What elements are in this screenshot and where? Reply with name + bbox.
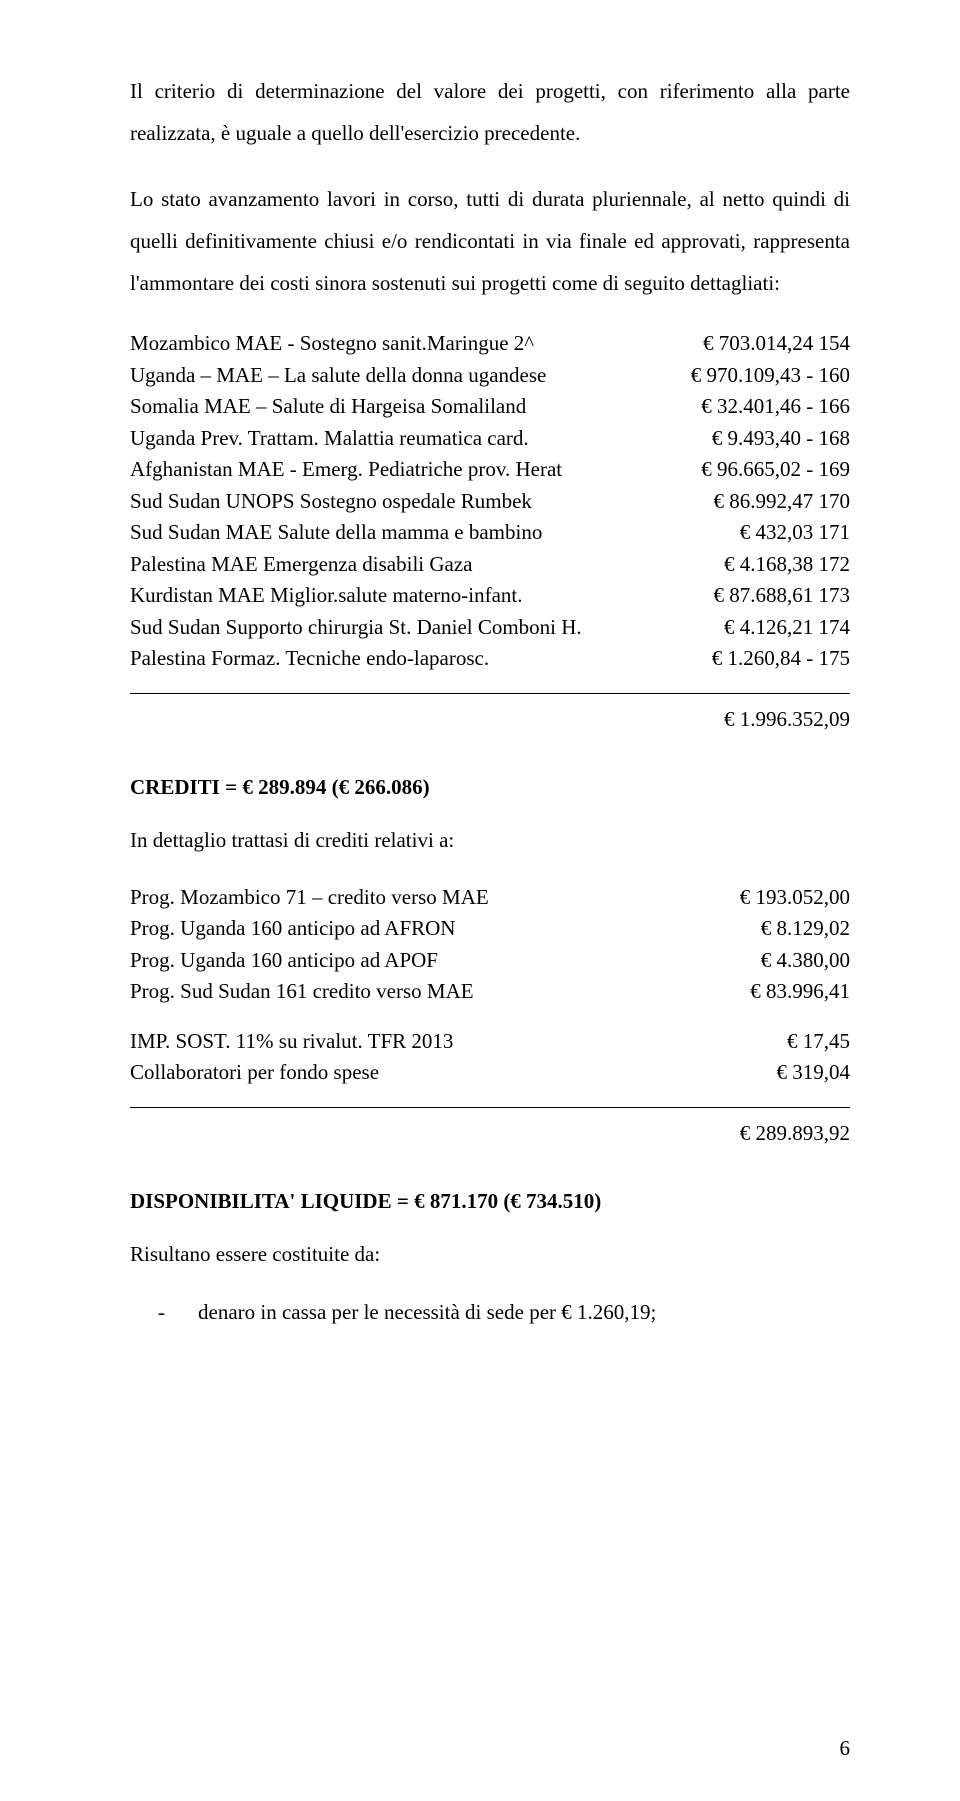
project-value: € 9.493,40 - 168 <box>712 423 850 455</box>
bullet-dash-icon: - <box>130 1296 198 1330</box>
crediti-value: € 8.129,02 <box>761 913 850 945</box>
project-value: € 4.126,21 174 <box>724 612 850 644</box>
project-row: Sud Sudan UNOPS Sostegno ospedale Rumbek… <box>130 486 850 518</box>
project-label: Sud Sudan Supporto chirurgia St. Daniel … <box>130 612 724 644</box>
divider <box>130 693 850 694</box>
project-label: Kurdistan MAE Miglior.salute materno-inf… <box>130 580 714 612</box>
project-value: € 703.014,24 154 <box>703 328 850 360</box>
crediti-extra-value: € 319,04 <box>777 1057 851 1089</box>
liquid-intro: Risultano essere costituite da: <box>130 1236 850 1274</box>
project-label: Somalia MAE – Salute di Hargeisa Somalil… <box>130 391 701 423</box>
project-label: Uganda – MAE – La salute della donna uga… <box>130 360 691 392</box>
crediti-extra-value: € 17,45 <box>787 1026 850 1058</box>
crediti-total: € 289.893,92 <box>130 1118 850 1150</box>
crediti-extra-label: IMP. SOST. 11% su rivalut. TFR 2013 <box>130 1026 787 1058</box>
crediti-title: CREDITI = € 289.894 (€ 266.086) <box>130 775 850 800</box>
project-label: Palestina Formaz. Tecniche endo-laparosc… <box>130 643 712 675</box>
crediti-label: Prog. Uganda 160 anticipo ad APOF <box>130 945 761 977</box>
project-value: € 1.260,84 - 175 <box>712 643 850 675</box>
crediti-row: Prog. Mozambico 71 – credito verso MAE €… <box>130 882 850 914</box>
project-label: Mozambico MAE - Sostegno sanit.Maringue … <box>130 328 703 360</box>
crediti-row: Prog. Sud Sudan 161 credito verso MAE € … <box>130 976 850 1008</box>
project-row: Sud Sudan MAE Salute della mamma e bambi… <box>130 517 850 549</box>
project-label: Sud Sudan MAE Salute della mamma e bambi… <box>130 517 740 549</box>
intro-paragraph-1: Il criterio di determinazione del valore… <box>130 70 850 154</box>
divider <box>130 1107 850 1108</box>
intro-paragraph-2: Lo stato avanzamento lavori in corso, tu… <box>130 178 850 304</box>
crediti-total-value: € 289.893,92 <box>740 1118 850 1150</box>
crediti-value: € 193.052,00 <box>740 882 850 914</box>
project-row: Somalia MAE – Salute di Hargeisa Somalil… <box>130 391 850 423</box>
project-label: Uganda Prev. Trattam. Malattia reumatica… <box>130 423 712 455</box>
crediti-extra-row: Collaboratori per fondo spese € 319,04 <box>130 1057 850 1089</box>
crediti-label: Prog. Uganda 160 anticipo ad AFRON <box>130 913 761 945</box>
projects-total: € 1.996.352,09 <box>130 704 850 736</box>
liquid-bullet-row: - denaro in cassa per le necessità di se… <box>130 1296 850 1330</box>
crediti-row: Prog. Uganda 160 anticipo ad AFRON € 8.1… <box>130 913 850 945</box>
project-value: € 4.168,38 172 <box>724 549 850 581</box>
project-label: Palestina MAE Emergenza disabili Gaza <box>130 549 724 581</box>
project-row: Afghanistan MAE - Emerg. Pediatriche pro… <box>130 454 850 486</box>
crediti-extra-list: IMP. SOST. 11% su rivalut. TFR 2013 € 17… <box>130 1026 850 1089</box>
project-row: Uganda – MAE – La salute della donna uga… <box>130 360 850 392</box>
liquid-bullet-text: denaro in cassa per le necessità di sede… <box>198 1296 656 1330</box>
project-value: € 432,03 171 <box>740 517 850 549</box>
project-row: Uganda Prev. Trattam. Malattia reumatica… <box>130 423 850 455</box>
crediti-value: € 4.380,00 <box>761 945 850 977</box>
project-row: Palestina MAE Emergenza disabili Gaza € … <box>130 549 850 581</box>
projects-total-value: € 1.996.352,09 <box>724 704 850 736</box>
crediti-label: Prog. Sud Sudan 161 credito verso MAE <box>130 976 750 1008</box>
page-number: 6 <box>840 1736 851 1761</box>
crediti-value: € 83.996,41 <box>750 976 850 1008</box>
project-value: € 970.109,43 - 160 <box>691 360 850 392</box>
project-value: € 87.688,61 173 <box>714 580 851 612</box>
crediti-label: Prog. Mozambico 71 – credito verso MAE <box>130 882 740 914</box>
crediti-list: Prog. Mozambico 71 – credito verso MAE €… <box>130 882 850 1008</box>
crediti-intro: In dettaglio trattasi di crediti relativ… <box>130 822 850 860</box>
crediti-row: Prog. Uganda 160 anticipo ad APOF € 4.38… <box>130 945 850 977</box>
crediti-extra-label: Collaboratori per fondo spese <box>130 1057 777 1089</box>
project-value: € 96.665,02 - 169 <box>701 454 850 486</box>
project-row: Sud Sudan Supporto chirurgia St. Daniel … <box>130 612 850 644</box>
project-value: € 86.992,47 170 <box>714 486 851 518</box>
project-row: Mozambico MAE - Sostegno sanit.Maringue … <box>130 328 850 360</box>
projects-list: Mozambico MAE - Sostegno sanit.Maringue … <box>130 328 850 675</box>
project-row: Palestina Formaz. Tecniche endo-laparosc… <box>130 643 850 675</box>
project-row: Kurdistan MAE Miglior.salute materno-inf… <box>130 580 850 612</box>
project-value: € 32.401,46 - 166 <box>701 391 850 423</box>
liquid-title: DISPONIBILITA' LIQUIDE = € 871.170 (€ 73… <box>130 1189 850 1214</box>
crediti-extra-row: IMP. SOST. 11% su rivalut. TFR 2013 € 17… <box>130 1026 850 1058</box>
project-label: Sud Sudan UNOPS Sostegno ospedale Rumbek <box>130 486 714 518</box>
project-label: Afghanistan MAE - Emerg. Pediatriche pro… <box>130 454 701 486</box>
